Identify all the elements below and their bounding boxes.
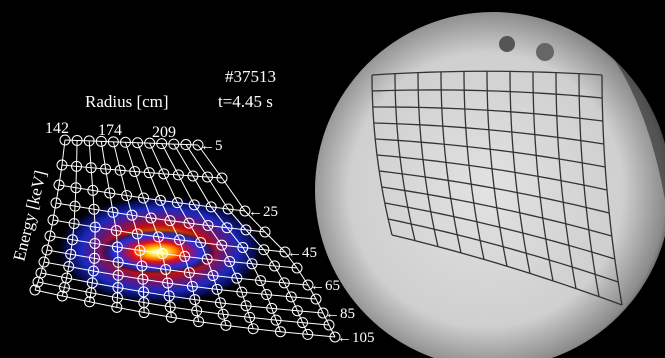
camera-photo [315,12,665,358]
shot-number: #37513 [225,67,276,86]
energy-label: ←5 [200,138,223,154]
energy-label: ←45 [287,245,317,261]
energy-label: ←25 [248,204,278,220]
energy-label: ←65 [310,278,340,294]
radius-label: 209 [152,124,176,141]
photo-port [536,43,554,61]
figure: #37513 t=4.45 s Radius [cm] 142 174 209 … [0,0,665,358]
energy-label: ←105 [337,330,375,346]
energy-label: ←85 [325,306,355,322]
time-label: t=4.45 s [218,92,273,111]
radius-label: 142 [45,120,69,137]
radius-label: 174 [98,122,122,139]
photo-port [499,36,515,52]
radius-title: Radius [cm] [85,92,169,111]
